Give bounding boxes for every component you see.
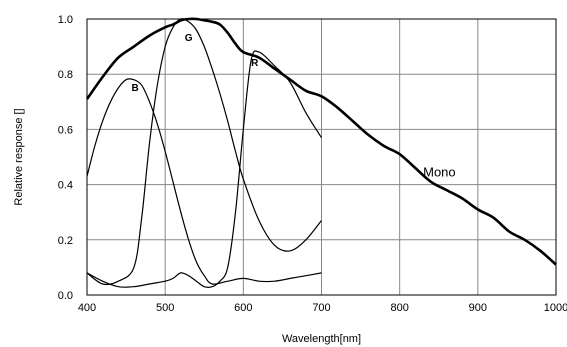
series-label-r: R bbox=[251, 58, 259, 69]
y-tick-label: 1.0 bbox=[58, 14, 73, 26]
x-tick-label: 700 bbox=[312, 302, 330, 314]
series-labels: Mono B G R bbox=[132, 33, 456, 179]
y-tick-label: 0.6 bbox=[58, 124, 73, 136]
x-tick-label: 600 bbox=[234, 302, 252, 314]
x-tick-label: 900 bbox=[469, 302, 487, 314]
series-lines bbox=[85, 17, 557, 288]
grid-lines bbox=[87, 19, 556, 295]
series-line-r bbox=[86, 50, 323, 288]
y-tick-label: 0.2 bbox=[58, 235, 73, 247]
x-tick-label: 1000 bbox=[544, 302, 567, 314]
series-label-mono: Mono bbox=[423, 164, 456, 179]
series-label-b: B bbox=[132, 83, 139, 94]
series-label-g: G bbox=[185, 33, 193, 44]
tick-labels: 400 500 600 700 800 900 1000 0.0 0.2 0.4 0.6 0.8 1.0 bbox=[58, 14, 567, 314]
y-tick-label: 0.8 bbox=[58, 69, 73, 81]
series-line-mono bbox=[85, 17, 557, 266]
series-line-b bbox=[86, 78, 322, 285]
y-tick-label: 0.0 bbox=[58, 290, 73, 302]
y-axis-label: Relative response [] bbox=[13, 108, 25, 205]
x-tick-label: 500 bbox=[156, 302, 174, 314]
series-line-g bbox=[86, 18, 322, 286]
x-axis-label: Wavelength[nm] bbox=[282, 333, 361, 345]
plot-frame bbox=[86, 18, 557, 296]
y-tick-label: 0.4 bbox=[58, 180, 73, 192]
x-tick-label: 800 bbox=[390, 302, 408, 314]
x-tick-label: 400 bbox=[78, 302, 96, 314]
